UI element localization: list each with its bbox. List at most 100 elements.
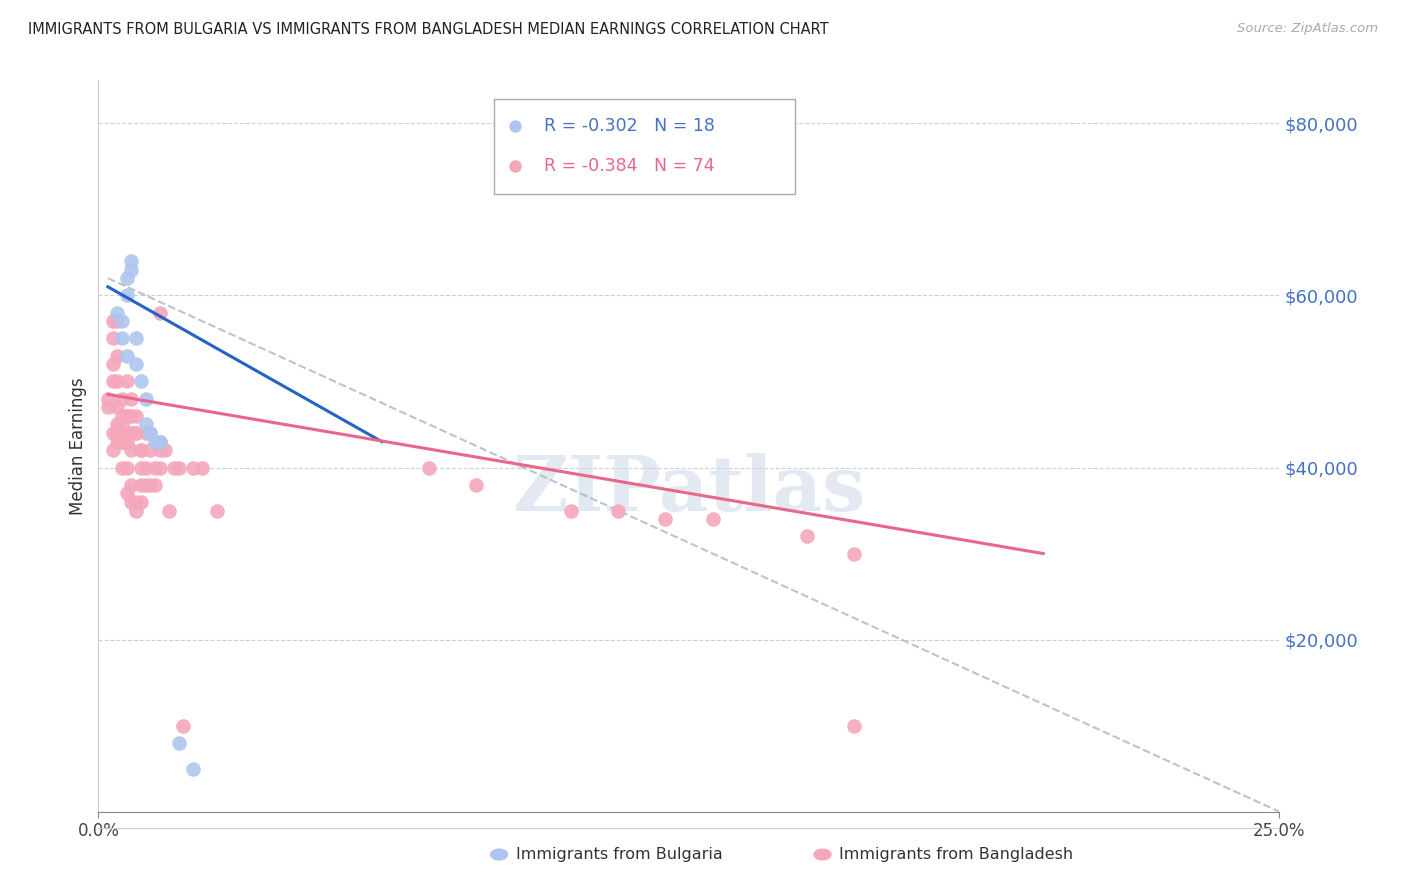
Point — [105, 417, 128, 432]
Point — [121, 392, 143, 406]
Point — [181, 762, 204, 776]
Point — [149, 460, 172, 475]
Point — [111, 331, 134, 345]
FancyBboxPatch shape — [494, 99, 796, 194]
Point — [135, 426, 157, 441]
Point — [125, 357, 148, 371]
Point — [172, 719, 194, 733]
Point — [105, 305, 128, 319]
Point — [135, 477, 157, 491]
Point — [121, 262, 143, 277]
Point — [101, 375, 124, 389]
Point — [191, 460, 214, 475]
Point — [105, 434, 128, 449]
Point — [121, 495, 143, 509]
Point — [121, 443, 143, 458]
Point — [125, 409, 148, 423]
Point — [125, 426, 148, 441]
Point — [560, 503, 582, 517]
Text: R = -0.384   N = 74: R = -0.384 N = 74 — [544, 157, 714, 175]
Point — [101, 443, 124, 458]
Point — [111, 426, 134, 441]
Text: Immigrants from Bulgaria: Immigrants from Bulgaria — [516, 847, 723, 862]
Point — [129, 443, 152, 458]
Point — [129, 443, 152, 458]
Point — [149, 305, 172, 319]
Point — [101, 357, 124, 371]
Point — [702, 512, 724, 526]
Point — [157, 503, 180, 517]
Point — [125, 426, 148, 441]
Point — [167, 736, 190, 750]
Point — [111, 314, 134, 328]
Point — [105, 375, 128, 389]
Point — [111, 434, 134, 449]
Point — [111, 417, 134, 432]
Point — [844, 547, 866, 561]
Point — [111, 392, 134, 406]
Point — [143, 434, 166, 449]
Point — [135, 460, 157, 475]
Point — [153, 443, 176, 458]
Point — [115, 349, 138, 363]
Point — [129, 460, 152, 475]
Point — [121, 254, 143, 268]
Point — [181, 460, 204, 475]
Point — [418, 460, 440, 475]
Point — [139, 443, 162, 458]
Text: ZIPatlas: ZIPatlas — [512, 453, 866, 527]
Text: R = -0.302   N = 18: R = -0.302 N = 18 — [544, 118, 714, 136]
Point — [101, 331, 124, 345]
Point — [139, 477, 162, 491]
Text: Immigrants from Bangladesh: Immigrants from Bangladesh — [839, 847, 1074, 862]
Point — [97, 392, 120, 406]
Point — [105, 314, 128, 328]
Y-axis label: Median Earnings: Median Earnings — [69, 377, 87, 515]
Point — [115, 434, 138, 449]
Point — [125, 331, 148, 345]
Point — [115, 460, 138, 475]
Point — [121, 426, 143, 441]
Point — [129, 495, 152, 509]
Point — [115, 375, 138, 389]
Point — [163, 460, 186, 475]
Point — [115, 409, 138, 423]
Point — [97, 401, 120, 415]
Point — [129, 477, 152, 491]
Point — [115, 271, 138, 285]
Point — [111, 434, 134, 449]
Point — [105, 426, 128, 441]
Point — [143, 477, 166, 491]
Point — [465, 477, 488, 491]
Point — [125, 503, 148, 517]
Point — [149, 434, 172, 449]
Point — [101, 314, 124, 328]
Point — [129, 375, 152, 389]
Point — [167, 460, 190, 475]
Point — [121, 477, 143, 491]
Point — [139, 426, 162, 441]
Point — [121, 409, 143, 423]
Point — [135, 417, 157, 432]
Point — [115, 409, 138, 423]
Point — [111, 409, 134, 423]
Point — [149, 443, 172, 458]
Point — [121, 426, 143, 441]
Point — [143, 460, 166, 475]
Text: Source: ZipAtlas.com: Source: ZipAtlas.com — [1237, 22, 1378, 36]
Point — [149, 434, 172, 449]
Point — [654, 512, 676, 526]
Point — [844, 719, 866, 733]
Text: IMMIGRANTS FROM BULGARIA VS IMMIGRANTS FROM BANGLADESH MEDIAN EARNINGS CORRELATI: IMMIGRANTS FROM BULGARIA VS IMMIGRANTS F… — [28, 22, 828, 37]
Point — [115, 288, 138, 302]
Point — [607, 503, 630, 517]
Point — [796, 529, 818, 543]
Point — [101, 426, 124, 441]
Point — [139, 426, 162, 441]
Point — [205, 503, 228, 517]
Point — [105, 401, 128, 415]
Point — [115, 486, 138, 500]
Point — [105, 349, 128, 363]
Point — [125, 495, 148, 509]
Point — [111, 460, 134, 475]
